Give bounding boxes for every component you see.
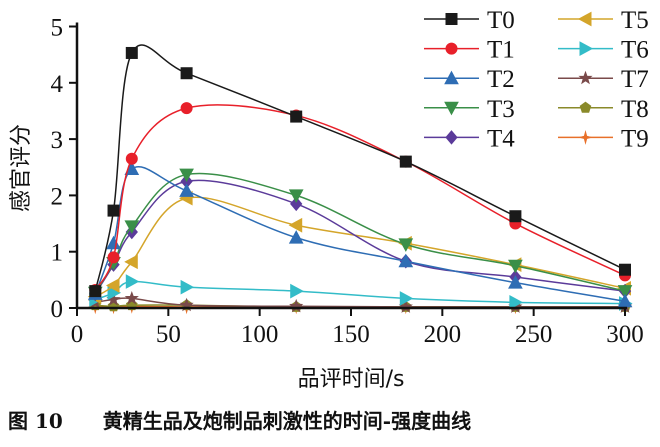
data-point (180, 279, 195, 295)
series-line (94, 196, 626, 298)
figure-caption: 图 10 黄精生品及炮制品刺激性的时间-强度曲线 (8, 409, 471, 433)
legend-label: T4 (487, 125, 515, 152)
data-point (124, 290, 139, 305)
series-line (94, 44, 626, 292)
legend-label: T3 (487, 96, 515, 123)
y-tick-label: 3 (51, 127, 64, 154)
data-point (290, 196, 303, 212)
legend-marker (578, 129, 593, 145)
x-tick-label: 300 (606, 321, 644, 348)
series-T0 (89, 44, 631, 298)
data-point (619, 263, 631, 276)
legend-marker (579, 101, 592, 113)
legend-label: T6 (621, 37, 649, 64)
series-layer (87, 44, 633, 315)
series-line (94, 104, 626, 291)
series-T5 (87, 190, 631, 305)
data-point (180, 102, 193, 115)
axes: 0 50 100 150 200 250 300 0 1 2 3 4 5 (51, 15, 644, 349)
x-tick-label: 250 (515, 321, 553, 348)
y-tick-label: 2 (51, 183, 64, 210)
data-point (509, 210, 522, 223)
legend-marker (445, 130, 458, 145)
legend-label: T5 (621, 7, 649, 34)
x-tick-label: 200 (424, 321, 462, 348)
series-line (95, 280, 626, 305)
y-tick-label: 5 (51, 15, 64, 42)
data-point (290, 110, 303, 123)
legend-label: T0 (487, 7, 515, 34)
data-point (288, 217, 303, 233)
legend-label: T1 (487, 37, 515, 64)
y-axis-label: 感官评分 (9, 124, 34, 212)
series-T8 (89, 299, 631, 312)
legend-marker (444, 101, 459, 116)
data-point (399, 291, 414, 306)
legend-marker (444, 70, 459, 85)
data-point (89, 285, 102, 298)
data-point (288, 230, 304, 244)
data-point (125, 46, 138, 59)
legend-item-T8: T8 (558, 96, 649, 123)
data-point (398, 238, 414, 252)
data-point (398, 299, 413, 313)
data-point (508, 275, 523, 289)
legend-marker (445, 42, 458, 55)
x-tick-label: 100 (241, 321, 279, 348)
legend-item-T5: T5 (558, 7, 649, 34)
series-line (94, 172, 626, 294)
legend-item-T6: T6 (558, 37, 649, 64)
legend-label: T9 (621, 125, 649, 152)
y-tick-label: 1 (51, 240, 64, 267)
legend-item-T1: T1 (424, 37, 515, 64)
data-point (124, 254, 138, 270)
data-point (107, 204, 120, 217)
data-point (509, 295, 523, 310)
legend-label: T7 (621, 66, 649, 93)
legend-item-T4: T4 (424, 125, 515, 152)
legend-marker (577, 11, 592, 27)
data-point (290, 283, 304, 299)
data-point (508, 259, 523, 274)
series-T1 (89, 102, 631, 296)
legend-item-T7: T7 (558, 66, 649, 93)
data-point (617, 293, 633, 308)
data-point (617, 285, 633, 299)
data-point (125, 152, 138, 165)
legend-marker (578, 70, 593, 85)
series-line (94, 179, 626, 295)
legend-item-T2: T2 (424, 66, 515, 93)
legend-item-T3: T3 (424, 96, 515, 123)
data-point (288, 189, 304, 203)
data-point (179, 168, 194, 183)
data-point (399, 155, 412, 168)
legend-item-T9: T9 (558, 125, 649, 152)
legend-marker (579, 41, 594, 56)
data-point (179, 183, 194, 197)
data-point (180, 67, 193, 80)
data-point (125, 274, 140, 289)
x-tick-label: 150 (332, 321, 370, 348)
data-point (398, 253, 414, 268)
data-point (124, 220, 140, 234)
x-tick-label: 0 (71, 321, 84, 348)
x-axis-label: 品评时间/s (298, 367, 405, 392)
legend-item-T0: T0 (424, 7, 515, 34)
y-tick-label: 4 (51, 71, 64, 98)
y-tick-label: 0 (51, 296, 64, 323)
series-T2 (87, 161, 633, 308)
x-tick-label: 50 (156, 321, 181, 348)
series-T4 (89, 174, 632, 302)
legend-marker (445, 13, 458, 25)
legend-label: T2 (487, 66, 515, 93)
legend-label: T8 (621, 96, 649, 123)
data-point (107, 251, 120, 264)
data-point (105, 278, 120, 293)
